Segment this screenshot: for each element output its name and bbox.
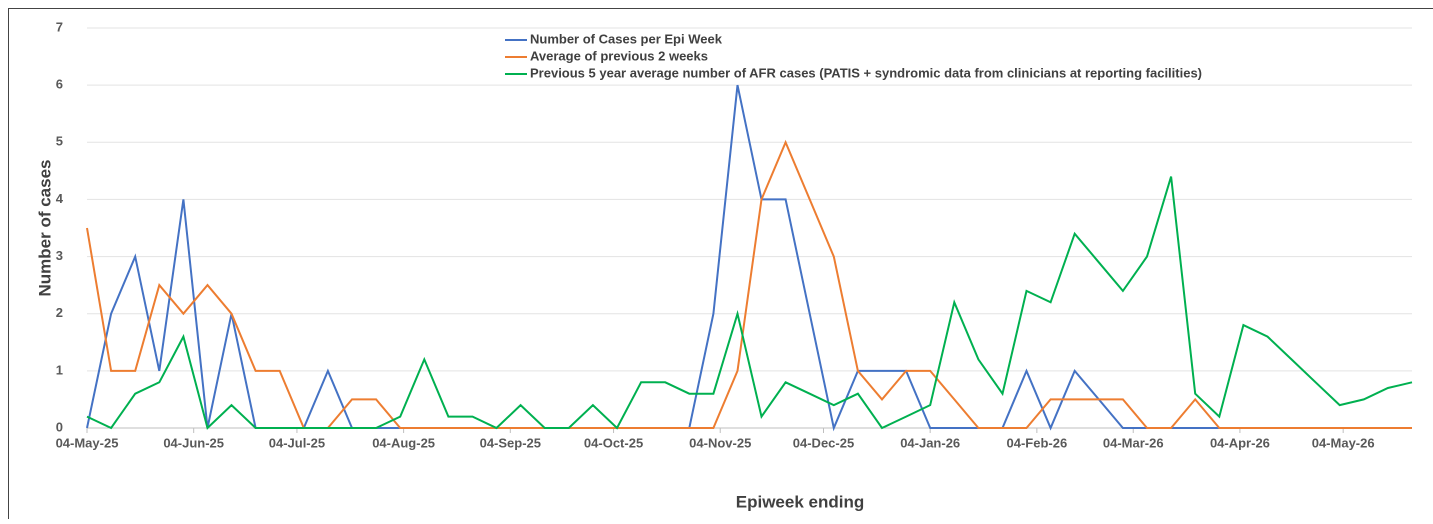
x-tick-label: 04-Mar-26 — [1103, 435, 1164, 450]
x-tick-label: 04-Apr-26 — [1210, 435, 1270, 450]
series-line — [87, 177, 1412, 428]
x-tick-label: 04-Feb-26 — [1007, 435, 1068, 450]
x-tick-label: 04-May-25 — [56, 435, 119, 450]
y-tick-label: 1 — [56, 362, 63, 377]
x-tick-label: 04-Jul-25 — [269, 435, 325, 450]
y-axis-title: Number of cases — [35, 160, 54, 297]
y-tick-label: 2 — [56, 305, 63, 320]
legend-label: Number of Cases per Epi Week — [530, 31, 723, 46]
y-tick-label: 0 — [56, 419, 63, 434]
x-tick-label: 04-Nov-25 — [689, 435, 751, 450]
x-tick-label: 04-Aug-25 — [372, 435, 435, 450]
x-tick-label: 04-Sep-25 — [480, 435, 541, 450]
x-tick-label: 04-Dec-25 — [793, 435, 854, 450]
legend-label: Previous 5 year average number of AFR ca… — [530, 65, 1202, 80]
y-tick-label: 4 — [56, 191, 64, 206]
y-tick-label: 6 — [56, 77, 63, 92]
legend-label: Average of previous 2 weeks — [530, 48, 708, 63]
x-tick-label: 04-Jun-25 — [163, 435, 224, 450]
x-tick-label: 04-Oct-25 — [584, 435, 643, 450]
series-line — [87, 142, 1412, 428]
y-tick-label: 5 — [56, 134, 63, 149]
x-tick-label: 04-May-26 — [1312, 435, 1375, 450]
x-tick-label: 04-Jan-26 — [900, 435, 960, 450]
y-tick-label: 3 — [56, 248, 63, 263]
y-tick-label: 7 — [56, 19, 63, 34]
x-axis-title: Epiweek ending — [736, 492, 864, 511]
